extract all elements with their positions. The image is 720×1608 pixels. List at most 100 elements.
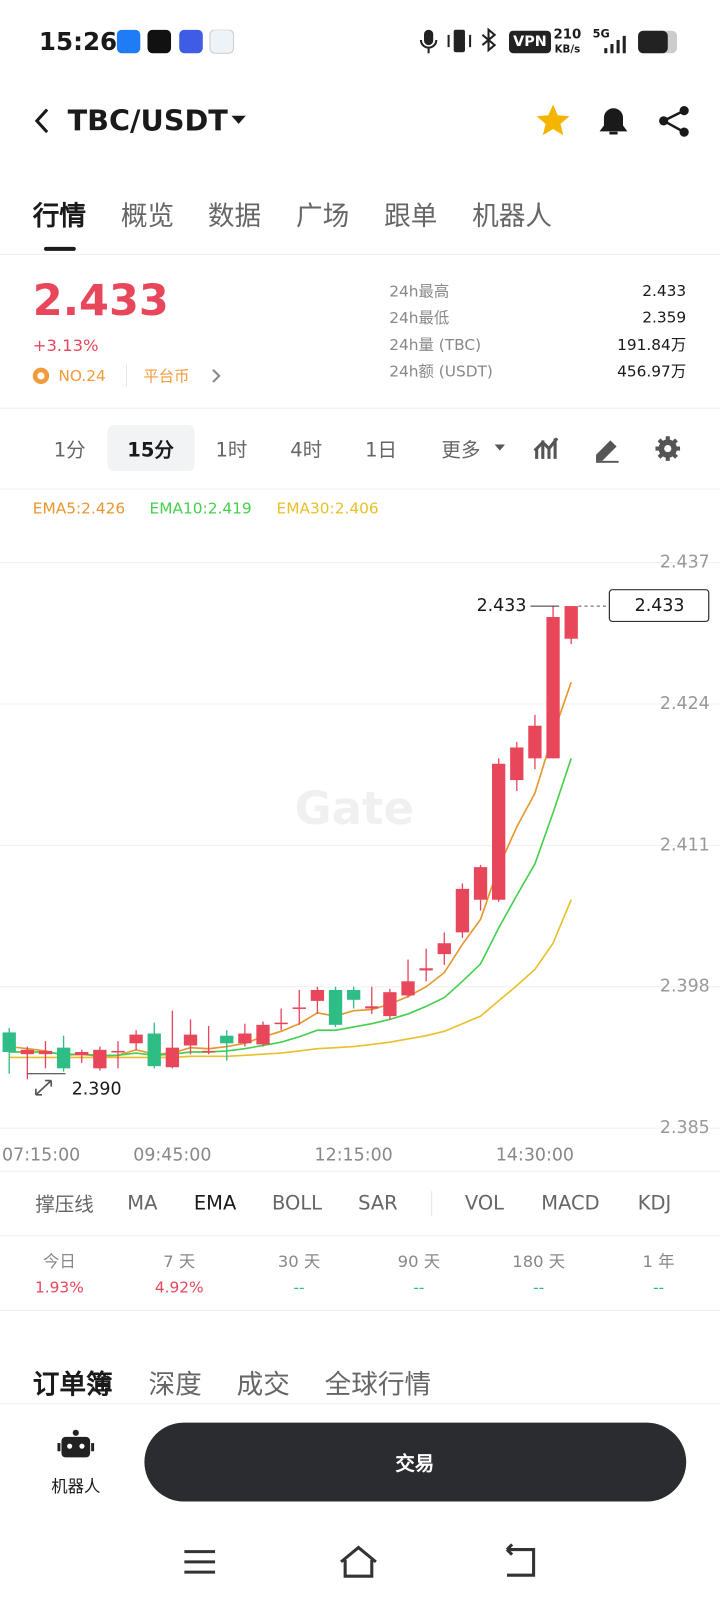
status-network: 5G: [592, 27, 610, 41]
stat-value: 456.97万: [617, 362, 687, 381]
main-tab[interactable]: 广场: [295, 201, 350, 232]
divider: [0, 1235, 720, 1237]
price-change: +3.13%: [32, 335, 99, 355]
kline-chart: Gate 2.437 2.424 2.411 2.398 2.385 07:15:00 09…: [0, 500, 720, 1165]
nav-bar[interactable]: [179, 1541, 548, 1582]
book-tab[interactable]: 订单簿: [32, 1369, 113, 1401]
candle-body: [546, 616, 560, 759]
status-speed: 210: [553, 27, 582, 43]
candle-body: [510, 747, 524, 781]
trade-button[interactable]: [144, 1422, 687, 1502]
low-marker-arrow: [35, 1079, 53, 1096]
x-tick-label: 07:15:00: [2, 1145, 80, 1165]
stat-label: 24h最低: [389, 308, 450, 328]
y-tick-label: 2.437: [660, 553, 710, 573]
candle-body: [111, 1050, 125, 1053]
more-caret[interactable]: [493, 442, 507, 454]
indicator-divider: [431, 1191, 433, 1216]
period-change: 4.92%: [154, 1278, 204, 1297]
category-tag[interactable]: 平台币: [143, 367, 190, 386]
divider: [0, 1309, 720, 1311]
ema-line: [9, 899, 572, 1059]
divider: [0, 488, 720, 490]
candle-body: [38, 1050, 53, 1055]
candle-body: [20, 1049, 35, 1055]
last-price: 2.433: [32, 274, 169, 326]
candle-body: [365, 1006, 379, 1009]
candle-body: [129, 1034, 143, 1044]
tag-chevron[interactable]: [210, 368, 222, 384]
y-tick-label: 2.398: [660, 977, 710, 997]
divider: [0, 407, 720, 409]
divider: [0, 253, 720, 256]
period-change: --: [413, 1278, 425, 1297]
candle-body: [183, 1034, 198, 1046]
indicator-tab[interactable]: BOLL: [272, 1192, 323, 1215]
legend-entry: EMA30:2.406: [277, 500, 379, 518]
pair-dropdown[interactable]: [230, 114, 246, 126]
candle-body: [383, 992, 397, 1017]
y-tick-label: 2.411: [660, 835, 710, 855]
candle-body: [201, 1050, 216, 1053]
candle-body: [75, 1052, 89, 1056]
candle-body: [238, 1033, 252, 1044]
main-tab[interactable]: 跟单: [384, 201, 438, 232]
main-tab[interactable]: 行情: [32, 201, 87, 232]
robot-icon[interactable]: [57, 1429, 95, 1462]
chart-tools[interactable]: [533, 434, 685, 463]
indicator-tab[interactable]: MA: [127, 1192, 158, 1215]
timeframe[interactable]: 4时: [290, 438, 323, 462]
period-change: --: [293, 1278, 305, 1297]
legend-entry: EMA5:2.426: [33, 500, 125, 518]
period-label: 今日: [43, 1251, 76, 1272]
stat-value: 2.433: [642, 281, 687, 301]
stat-label: 24h最高: [389, 282, 450, 301]
low-marker-label: 2.390: [72, 1080, 122, 1100]
indicator-tab[interactable]: KDJ: [637, 1192, 672, 1215]
back-button[interactable]: [31, 107, 56, 136]
indicator-tab[interactable]: 撑压线: [35, 1193, 94, 1217]
period-label: 180 天: [512, 1251, 566, 1272]
timeframe[interactable]: 15分: [127, 438, 174, 462]
trade-label[interactable]: 交易: [395, 1452, 435, 1476]
x-tick-label: 12:15:00: [315, 1145, 393, 1165]
main-tab[interactable]: 机器人: [472, 201, 553, 232]
stat-label: 24h额 (USDT): [389, 362, 493, 381]
indicator-tab[interactable]: SAR: [358, 1192, 398, 1215]
status-app-icons: [116, 29, 235, 54]
header-actions[interactable]: [535, 102, 699, 139]
book-tab[interactable]: 全球行情: [324, 1369, 432, 1401]
tab-underline: [44, 246, 76, 251]
indicator-tab[interactable]: VOL: [464, 1192, 505, 1215]
candle-body: [2, 1032, 16, 1053]
rank: NO.24: [58, 366, 106, 386]
candle-body: [401, 981, 415, 996]
indicator-tab[interactable]: MACD: [541, 1192, 600, 1215]
timeframe[interactable]: 1时: [215, 438, 248, 462]
period-label: 30 天: [277, 1251, 321, 1272]
timeframe[interactable]: 1日: [365, 438, 397, 462]
period-label: 90 天: [397, 1251, 441, 1272]
timeframe[interactable]: 更多: [441, 438, 481, 462]
divider: [0, 1170, 720, 1172]
status-signal-battery: [604, 30, 677, 54]
candle-body: [147, 1033, 161, 1067]
candle-body: [346, 990, 361, 1000]
book-tab[interactable]: 深度: [148, 1369, 202, 1401]
period-label: 1 年: [642, 1251, 675, 1272]
y-tick-label: 2.385: [660, 1118, 710, 1138]
robot-label[interactable]: 机器人: [51, 1476, 101, 1497]
candle-body: [220, 1035, 234, 1044]
main-tab[interactable]: 概览: [120, 201, 175, 232]
candle-body: [93, 1049, 107, 1069]
pair-title[interactable]: TBC/USDT: [67, 103, 228, 138]
period-label: 7 天: [163, 1251, 196, 1272]
timeframe[interactable]: 1分: [53, 438, 86, 462]
candle-body: [419, 968, 433, 971]
book-tab[interactable]: 成交: [236, 1369, 290, 1401]
y-tick-label: 2.424: [660, 694, 710, 714]
main-tab[interactable]: 数据: [207, 201, 262, 232]
indicator-tab[interactable]: EMA: [193, 1192, 237, 1215]
